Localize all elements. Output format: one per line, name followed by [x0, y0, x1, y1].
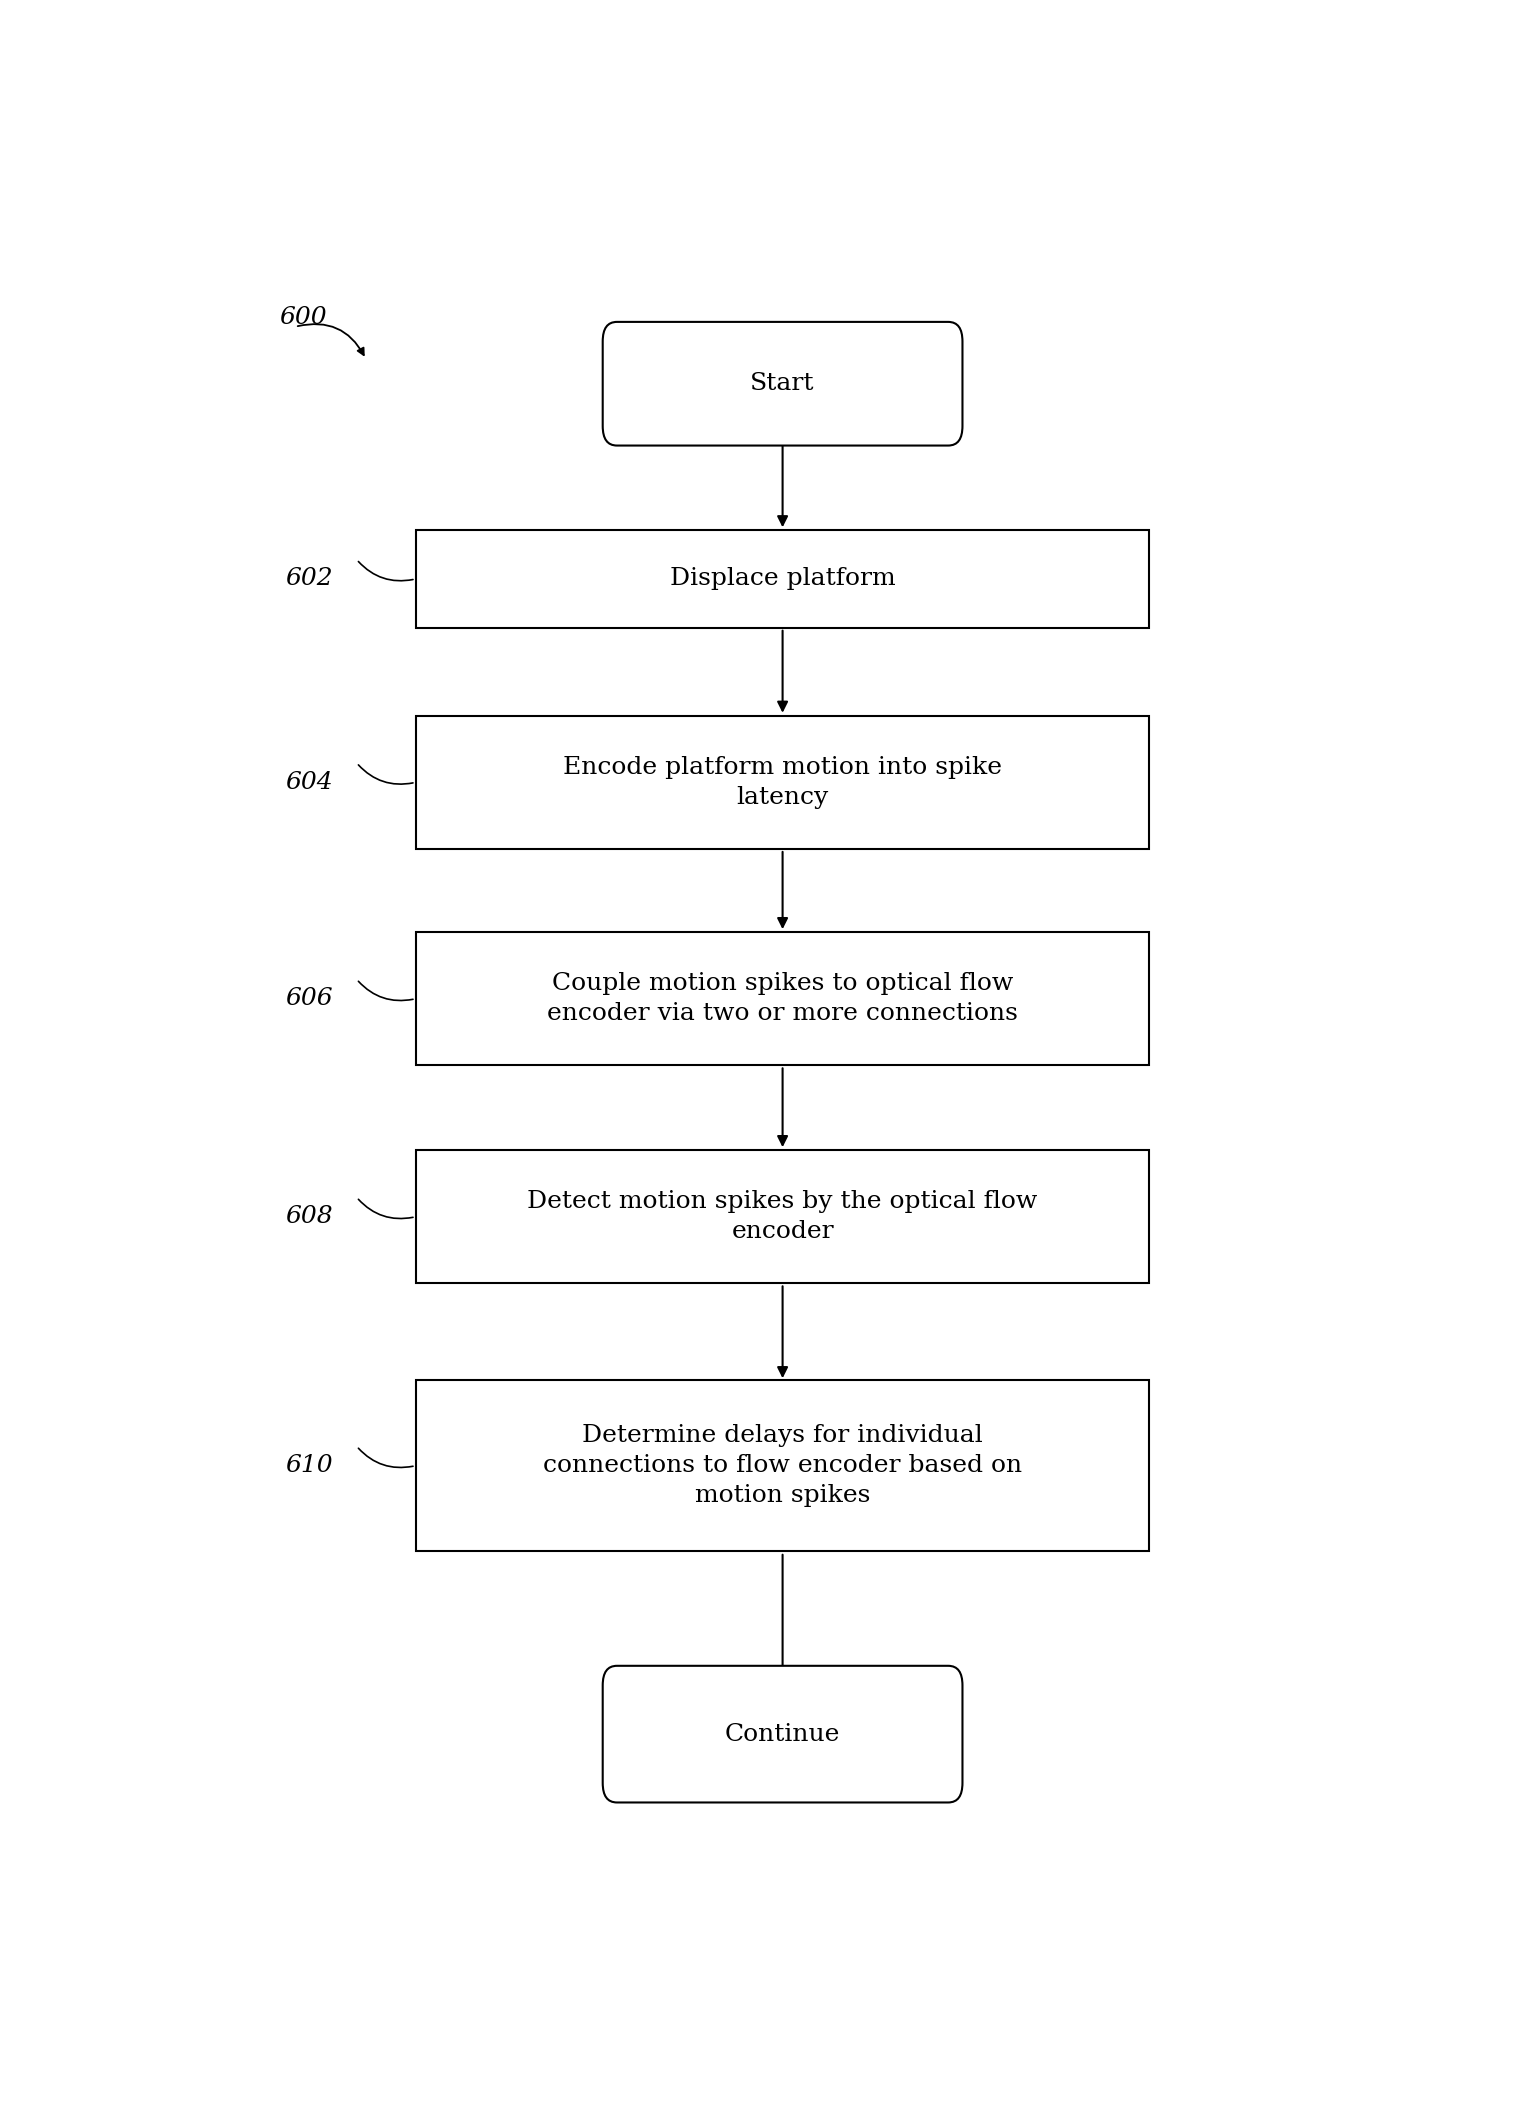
Text: 608: 608	[286, 1204, 333, 1228]
Text: Encode platform motion into spike
latency: Encode platform motion into spike latenc…	[563, 756, 1002, 809]
Bar	[415, 716, 1150, 849]
Text: Determine delays for individual
connections to flow encoder based on
motion spik: Determine delays for individual connecti…	[544, 1424, 1022, 1507]
Bar	[415, 530, 1150, 628]
Text: Displace platform: Displace platform	[670, 568, 895, 590]
Bar	[415, 1380, 1150, 1551]
Text: 610: 610	[286, 1454, 333, 1477]
Text: 604: 604	[286, 771, 333, 794]
FancyBboxPatch shape	[603, 321, 962, 446]
Text: Continue: Continue	[725, 1722, 840, 1745]
Text: Start: Start	[750, 372, 815, 395]
Text: 606: 606	[286, 987, 333, 1010]
Text: Detect motion spikes by the optical flow
encoder: Detect motion spikes by the optical flow…	[527, 1190, 1038, 1242]
Text: 600: 600	[279, 306, 327, 330]
Text: 602: 602	[286, 568, 333, 590]
Bar	[415, 1149, 1150, 1283]
Text: Couple motion spikes to optical flow
encoder via two or more connections: Couple motion spikes to optical flow enc…	[547, 972, 1019, 1025]
FancyBboxPatch shape	[603, 1665, 962, 1802]
Bar	[415, 932, 1150, 1065]
